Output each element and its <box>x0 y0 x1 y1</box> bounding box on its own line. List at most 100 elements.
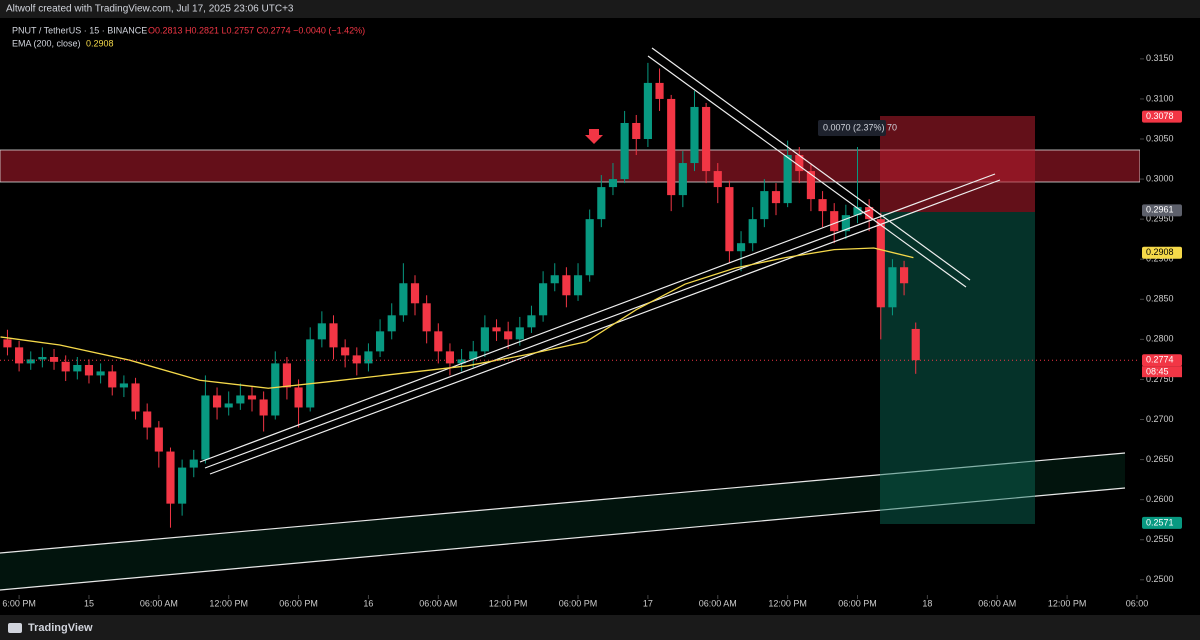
ohlc: O0.2813 H0.2821 L0.2757 C0.2774 −0.0040 … <box>148 25 365 35</box>
top-bar <box>0 0 1200 18</box>
candle-body <box>725 187 734 252</box>
candle-body <box>38 356 47 360</box>
trend-line <box>199 209 871 463</box>
candle-body <box>84 365 94 376</box>
x-tick-label: 12:00 PM <box>209 598 248 608</box>
candle-body <box>410 283 420 304</box>
candle-body <box>434 331 443 352</box>
y-tick-label: 0.2800 <box>1146 334 1174 344</box>
candle-body <box>306 339 315 408</box>
candle-body <box>562 275 571 296</box>
candle-body <box>236 395 245 404</box>
candle-body <box>876 219 885 308</box>
candle-body <box>143 411 152 428</box>
x-tick-label: 06:00 PM <box>279 598 318 608</box>
y-tick-label: 0.3000 <box>1146 173 1174 183</box>
x-tick-label: 12:00 PM <box>1048 598 1087 608</box>
x-tick-label: 12:00 PM <box>768 598 807 608</box>
candle-body <box>585 219 594 276</box>
bottom-bar <box>0 615 1200 640</box>
y-tick-label: 0.2600 <box>1146 494 1174 504</box>
y-tick-label: 0.2950 <box>1146 214 1174 224</box>
candle-body <box>212 395 222 408</box>
y-tick-label: 0.2700 <box>1146 414 1174 424</box>
candle-body <box>748 219 757 244</box>
countdown: 08:45 <box>1146 367 1169 377</box>
indicator-value: 0.2908 <box>86 38 114 48</box>
candle-body <box>364 351 373 364</box>
price-badge <box>1142 354 1182 367</box>
candle-body <box>201 395 210 460</box>
candle-body <box>783 155 792 204</box>
candle-body <box>119 383 128 388</box>
candle-body <box>667 98 676 196</box>
x-tick-label: 15 <box>84 598 94 608</box>
x-tick-label: 18 <box>922 598 932 608</box>
candle-body <box>911 328 920 361</box>
candle-body <box>457 359 466 364</box>
candle-body <box>259 399 268 416</box>
candle-body <box>841 215 850 232</box>
y-tick-label: 0.3100 <box>1146 93 1174 103</box>
trend-line <box>647 55 967 288</box>
candle-body <box>643 82 652 140</box>
trend-line <box>209 179 1001 475</box>
candle-body <box>853 207 862 216</box>
candle-body <box>492 327 501 332</box>
arrow-marker <box>585 129 603 144</box>
measure-box <box>818 120 886 136</box>
candle-body <box>806 171 816 200</box>
candle-body <box>108 371 117 388</box>
price-badge <box>1142 110 1182 123</box>
candle-body <box>597 187 606 220</box>
candle-body <box>480 327 489 352</box>
price-badge <box>1142 516 1182 529</box>
candle-body <box>504 331 513 340</box>
candle-body <box>469 351 478 360</box>
candle-body <box>3 339 12 348</box>
candle-body <box>271 363 280 416</box>
candle-body <box>341 347 350 356</box>
x-tick-label: 06:00 AM <box>419 598 457 608</box>
x-tick-label: 06:00 <box>1126 598 1149 608</box>
candle-body <box>550 275 559 284</box>
candle-body <box>795 155 804 172</box>
candle-body <box>608 179 618 188</box>
candle-body <box>818 199 827 212</box>
candle-body <box>539 283 548 316</box>
y-tick-label: 0.2500 <box>1146 574 1174 584</box>
x-tick-label: 06:00 PM <box>838 598 877 608</box>
channel-line <box>0 487 1126 591</box>
trend-line <box>204 173 996 469</box>
candle-body <box>15 347 24 364</box>
y-tick-label: 0.2650 <box>1146 454 1174 464</box>
channel-line <box>0 452 1126 554</box>
candle-body <box>73 365 82 372</box>
candle-body <box>445 351 455 364</box>
candle-body <box>865 207 874 220</box>
price-badge <box>1142 204 1182 217</box>
candle-body <box>632 122 641 140</box>
candle-body <box>96 371 105 376</box>
candle-body <box>294 387 303 408</box>
channel-fill <box>0 453 1125 590</box>
ema-line <box>0 247 914 389</box>
candle-body <box>515 327 524 340</box>
candle-body <box>352 355 361 364</box>
measure-label: 0.0070 (2.37%) 70 <box>823 122 897 132</box>
candle-body <box>329 323 338 348</box>
candle-body <box>189 459 198 468</box>
x-tick-label: 06:00 AM <box>140 598 178 608</box>
x-tick-label: 16 <box>363 598 373 608</box>
trend-line <box>651 47 971 281</box>
candle-body <box>247 395 257 400</box>
x-tick-label: 6:00 PM <box>2 598 36 608</box>
x-tick-label: 06:00 AM <box>978 598 1016 608</box>
brand-logo <box>8 623 22 633</box>
symbol: PNUT / TetherUS · 15 · BINANCE <box>12 25 147 35</box>
candle-body <box>399 283 408 316</box>
brand: TradingView <box>28 622 93 634</box>
candle-body <box>678 163 687 196</box>
candle-body <box>154 427 163 452</box>
